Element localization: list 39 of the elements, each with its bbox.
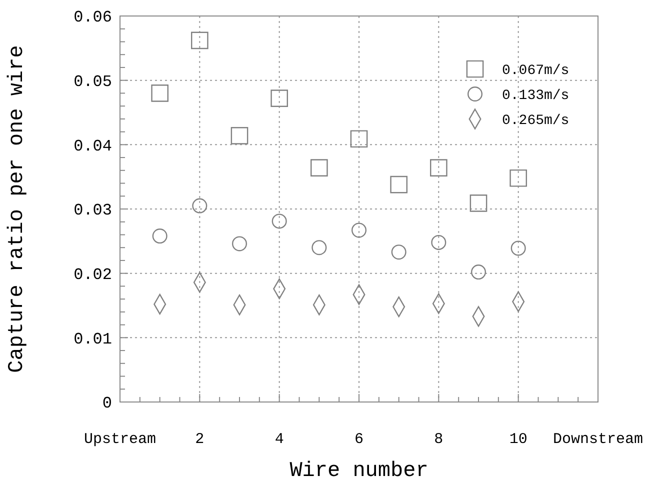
y-tick-label: 0.05: [74, 72, 112, 91]
point: [390, 176, 408, 194]
point: [431, 234, 446, 250]
y-tick-label: 0.06: [74, 8, 112, 27]
point: [470, 264, 486, 280]
y-axis-title: Capture ratio per one wire: [6, 45, 29, 373]
x-tick-label: 4: [274, 431, 284, 448]
point: [391, 244, 406, 260]
point: [510, 169, 527, 187]
legend-label: 0.133m/s: [502, 88, 570, 104]
x-tick-label: 10: [509, 431, 528, 448]
point: [270, 90, 288, 108]
point: [430, 159, 448, 176]
y-tick-label: 0.02: [74, 266, 112, 284]
x-tick-label: 2: [195, 431, 204, 448]
point: [232, 236, 248, 252]
point: [151, 84, 168, 102]
point: [272, 214, 287, 229]
point: [152, 228, 168, 244]
point: [510, 240, 526, 256]
point: [191, 32, 208, 50]
point: [350, 130, 368, 148]
point: [470, 194, 488, 212]
x-axis-title: Wire number: [290, 460, 428, 483]
y-tick-label: 0.04: [74, 137, 112, 156]
x-tick-label: 6: [354, 431, 364, 448]
legend-label: 0.067m/s: [502, 62, 570, 79]
y-tick-label: 0: [102, 394, 112, 413]
point: [192, 198, 208, 214]
x-tick-label: 8: [434, 431, 444, 448]
legend-label: 0.265m/s: [502, 112, 570, 129]
x-tick-label: Downstream: [552, 431, 644, 448]
y-tick-label: 0.03: [74, 202, 112, 220]
point: [230, 127, 248, 144]
y-tick-label: 0.01: [74, 330, 112, 348]
point: [312, 240, 327, 256]
x-tick-label: Upstream: [84, 431, 156, 448]
point: [351, 222, 367, 238]
point: [310, 159, 328, 176]
